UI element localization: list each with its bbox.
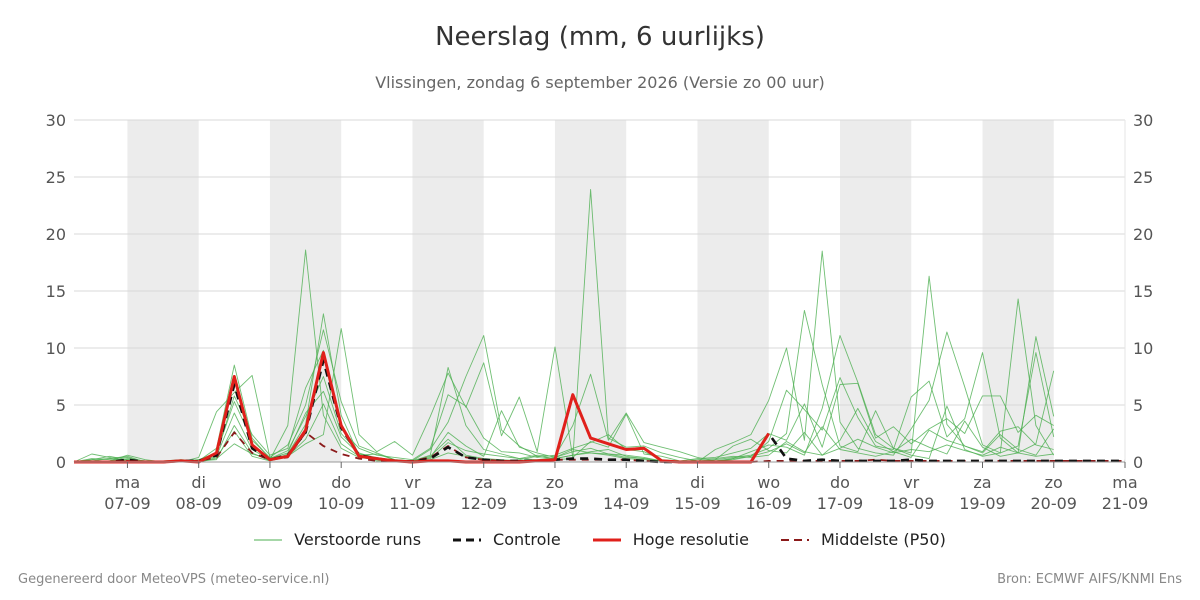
ensemble-member-line-0 bbox=[73, 364, 1054, 463]
x-tick-date-label: 08-09 bbox=[175, 494, 222, 513]
legend-label-high-resolution: Hoge resolutie bbox=[632, 530, 749, 549]
y-tick-label-left: 10 bbox=[46, 339, 66, 358]
x-tick-day-label: za bbox=[973, 473, 991, 492]
x-tick-date-label: 15-09 bbox=[674, 494, 721, 513]
x-tick-day-label: wo bbox=[259, 473, 282, 492]
y-tick-label-right: 15 bbox=[1133, 282, 1153, 301]
legend-item-control[interactable]: Controle bbox=[453, 530, 561, 549]
x-tick-day-label: ma bbox=[614, 473, 639, 492]
main-lines bbox=[74, 351, 1125, 464]
x-tick-date-label: 07-09 bbox=[104, 494, 151, 513]
y-tick-label-left: 0 bbox=[56, 453, 66, 472]
legend: Verstoorde runs Controle Hoge resolutie … bbox=[0, 530, 1200, 549]
x-tick-day-label: zo bbox=[1045, 473, 1063, 492]
x-tick-day-label: vr bbox=[903, 473, 919, 492]
precipitation-chart: 0 0 5 5 10 10 15 15 20 20 25 25 30 30 ma 07-09 di 08-09 wo… bbox=[46, 111, 1154, 513]
legend-swatch-high-resolution bbox=[592, 538, 621, 541]
y-tick-label-right: 20 bbox=[1133, 225, 1153, 244]
x-tick-day-label: ma bbox=[1112, 473, 1137, 492]
legend-item-perturbed[interactable]: Verstoorde runs bbox=[254, 530, 421, 549]
x-tick-date-label: 14-09 bbox=[603, 494, 650, 513]
x-tick-date-label: 16-09 bbox=[745, 494, 792, 513]
x-tick-date-label: 13-09 bbox=[532, 494, 579, 513]
x-tick-date-label: 17-09 bbox=[817, 494, 864, 513]
y-tick-label-left: 20 bbox=[46, 225, 66, 244]
x-tick-day-label: zo bbox=[546, 473, 564, 492]
y-tick-label-right: 10 bbox=[1133, 339, 1153, 358]
legend-swatch-perturbed bbox=[254, 539, 283, 540]
y-tick-label-right: 25 bbox=[1133, 168, 1153, 187]
x-tick-day-label: vr bbox=[404, 473, 420, 492]
ensemble-member-line-6 bbox=[73, 349, 1054, 463]
y-tick-label-right: 5 bbox=[1133, 396, 1143, 415]
x-tick-day-label: do bbox=[331, 473, 351, 492]
x-tick-date-label: 09-09 bbox=[247, 494, 294, 513]
x-tick-date-label: 19-09 bbox=[959, 494, 1006, 513]
ensemble-member-line-4 bbox=[73, 329, 1055, 463]
y-tick-label-left: 15 bbox=[46, 282, 66, 301]
ensemble-member-line-5 bbox=[74, 370, 1055, 463]
legend-label-control: Controle bbox=[493, 530, 561, 549]
y-tick-label-left: 25 bbox=[46, 168, 66, 187]
x-tick-date-label: 10-09 bbox=[318, 494, 365, 513]
x-tick-day-label: wo bbox=[757, 473, 780, 492]
x-tick-date-label: 11-09 bbox=[389, 494, 436, 513]
x-tick-day-label: di bbox=[191, 473, 206, 492]
x-tick-date-label: 20-09 bbox=[1030, 494, 1077, 513]
x-tick-date-label: 21-09 bbox=[1102, 494, 1149, 513]
y-tick-label-right: 30 bbox=[1133, 111, 1153, 130]
x-tick-day-label: di bbox=[690, 473, 705, 492]
x-tick-date-label: 18-09 bbox=[888, 494, 935, 513]
legend-label-median: Middelste (P50) bbox=[820, 530, 946, 549]
axes: 0 0 5 5 10 10 15 15 20 20 25 25 30 30 ma 07-09 di 08-09 wo… bbox=[46, 111, 1154, 513]
y-tick-label-right: 0 bbox=[1133, 453, 1143, 472]
ensemble-member-line-3 bbox=[73, 189, 1054, 463]
high-resolution-line bbox=[74, 351, 770, 464]
x-tick-day-label: ma bbox=[115, 473, 140, 492]
y-tick-label-left: 30 bbox=[46, 111, 66, 130]
legend-item-median[interactable]: Middelste (P50) bbox=[780, 530, 946, 549]
ensemble-member-line-7 bbox=[73, 390, 1055, 463]
x-tick-day-label: za bbox=[475, 473, 493, 492]
x-tick-date-label: 12-09 bbox=[460, 494, 507, 513]
x-tick-day-label: do bbox=[830, 473, 850, 492]
y-tick-label-left: 5 bbox=[56, 396, 66, 415]
legend-label-perturbed: Verstoorde runs bbox=[294, 530, 422, 549]
chart-subtitle: Vlissingen, zondag 6 september 2026 (Ver… bbox=[375, 73, 825, 92]
legend-swatch-median bbox=[780, 538, 809, 541]
generated-by-credit[interactable]: Gegenereerd door MeteoVPS (meteo-service… bbox=[18, 572, 330, 587]
legend-swatch-control bbox=[453, 538, 482, 541]
source-credit: Bron: ECMWF AIFS/KNMI Ens bbox=[997, 572, 1182, 587]
legend-item-high-resolution[interactable]: Hoge resolutie bbox=[592, 530, 749, 549]
ensemble-lines bbox=[73, 189, 1055, 463]
chart-title: Neerslag (mm, 6 uurlijks) bbox=[435, 22, 765, 52]
